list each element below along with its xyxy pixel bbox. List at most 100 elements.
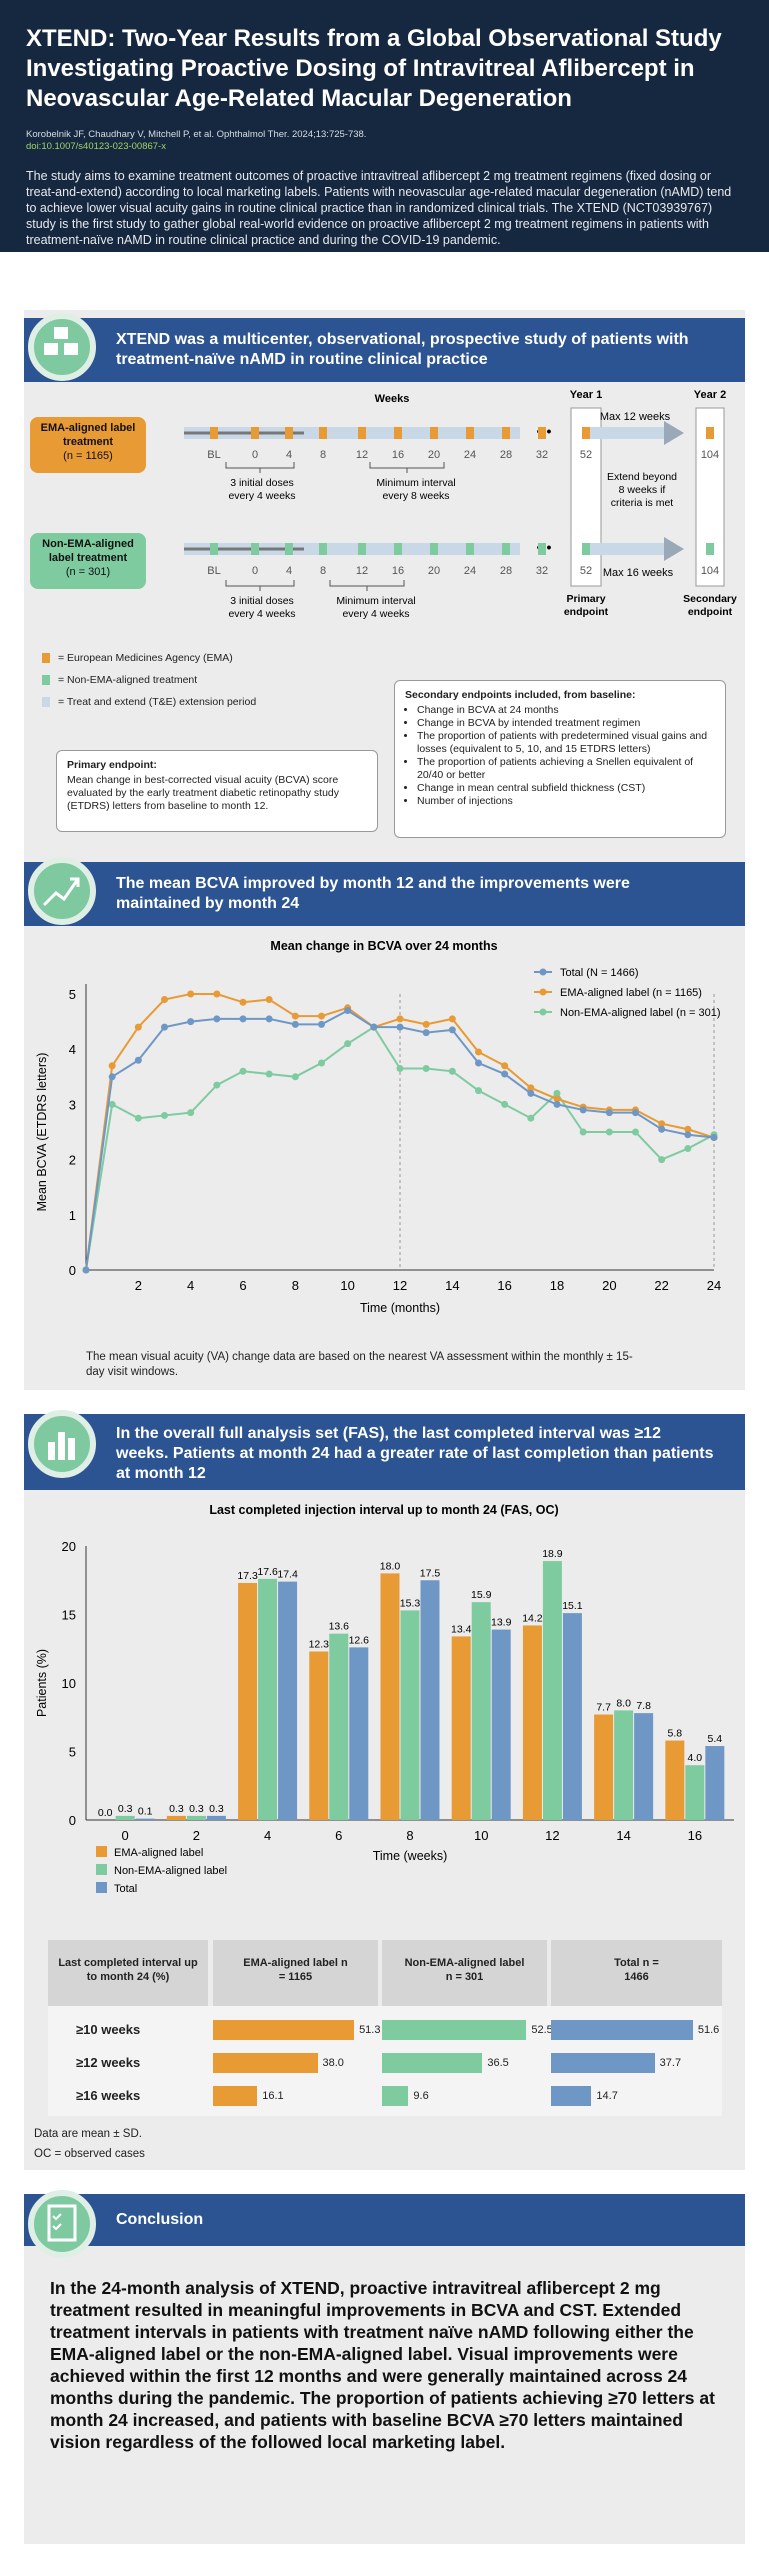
data-point [658,1156,666,1164]
header: XTEND: Two-Year Results from a Global Ob… [0,0,769,252]
data-point [422,1020,430,1028]
bar [491,1629,511,1820]
data-point [291,1073,299,1081]
x-tick-label: 8 [406,1828,413,1843]
timeline-tick-label: 32 [536,565,548,577]
legend-swatch [96,1864,107,1875]
bar-value-label: 13.9 [491,1617,512,1629]
data-point [553,1089,561,1097]
dose-marker [394,427,402,439]
data-point [422,1065,430,1073]
data-point [213,1081,221,1089]
x-tick-label: 4 [264,1828,271,1843]
bar-value-label: 0.3 [169,1803,184,1815]
bar-value-label: 17.5 [420,1567,441,1579]
trend-chart-icon-glyph [42,877,80,907]
dose-marker [285,427,293,439]
nonema-min-text-1: Minimum interval [336,595,415,607]
bar [705,1746,725,1820]
data-point [161,996,168,1004]
data-point [527,1089,535,1097]
primary-endpoint-title: Primary endpoint: [67,759,157,771]
bar [420,1580,440,1820]
data-point [501,1100,509,1108]
bar [594,1714,614,1820]
bar-chart-title: Last completed injection interval up to … [209,1503,558,1517]
trend-chart-icon [28,857,96,925]
data-point [161,1023,168,1031]
table-bar [551,2020,693,2040]
nonema-initial-text-1: 3 initial doses [230,595,294,607]
data-point [684,1145,692,1153]
conclusion-banner: Conclusion [24,2194,745,2246]
max12-label: Max 12 weeks [600,411,671,423]
timeline-tick-label: 0 [252,449,258,461]
nonema-label-badge: Non-EMA-aligned label treatment (n = 301… [30,533,146,589]
data-point [134,1056,142,1064]
dose-marker-week104 [706,427,714,439]
bar-value-label: 17.6 [257,1566,278,1578]
timeline-tick-label: BL [207,449,220,461]
legend-ema: = European Medicines Agency (EMA) [42,650,342,672]
primary-endpoint-text: Mean change in best-corrected visual acu… [67,774,339,812]
bar [135,1818,155,1820]
timeline-tick-label: 12 [356,565,368,577]
x-tick-label: 4 [187,1278,194,1293]
bar [451,1636,471,1820]
y-tick-label: 0 [69,1263,76,1278]
timeline-tick-label: 24 [464,449,476,461]
dose-marker [502,427,510,439]
interval-banner: In the overall full analysis set (FAS), … [24,1414,745,1490]
ema-week104: 104 [701,449,719,461]
dose-marker-week52 [582,543,590,555]
bar-value-label: 15.1 [562,1600,583,1612]
citation: Korobelnik JF, Chaudhary V, Mitchell P, … [26,129,367,140]
data-point [396,1023,404,1031]
ema-initial-text-2: every 4 weeks [228,490,295,502]
timeline-tick-label: 4 [286,449,292,461]
x-tick-label: 0 [122,1828,129,1843]
ema-n-text: (n = 1165) [63,450,113,462]
table-bar [213,2086,258,2106]
x-tick-label: 22 [654,1278,668,1293]
x-axis-label: Time (months) [360,1301,440,1315]
bar [685,1765,705,1820]
bar [634,1713,654,1820]
year1-label: Year 1 [570,390,602,401]
bar-value-label: 0.3 [209,1803,224,1815]
page-title: XTEND: Two-Year Results from a Global Ob… [26,25,722,112]
data-point [213,990,221,998]
bcva-banner: The mean BCVA improved by month 12 and t… [24,862,745,926]
table-header-2: Non-EMA-aligned label n = 301 [382,1940,547,2006]
bar [206,1815,226,1820]
data-point [82,1266,90,1274]
data-point [265,1015,273,1023]
x-tick-label: 24 [707,1278,721,1293]
doi-link[interactable]: doi:10.1007/s40123-023-00867-x [26,141,166,152]
table-bar-value: 51.6 [697,2024,720,2036]
y-tick-label: 15 [62,1608,76,1623]
timeline-tick-label: 20 [428,565,440,577]
legend-marker [539,988,547,996]
data-point [475,1048,482,1056]
year2-label: Year 2 [694,390,726,401]
dose-marker [538,427,546,439]
x-tick-label: 8 [292,1278,299,1293]
x-tick-label: 14 [616,1828,630,1843]
legend-ema-text: = European Medicines Agency (EMA) [58,652,233,664]
dose-marker [251,427,259,439]
data-point [108,1100,116,1108]
y-tick-label: 10 [62,1676,76,1691]
ema-initial-text-1: 3 initial doses [230,477,294,489]
data-point [658,1120,666,1128]
bar [665,1740,685,1820]
checklist-icon [28,2190,96,2258]
legend-te-swatch [42,697,50,707]
table-bar-value: 9.6 [413,2090,429,2102]
ema-week52: 52 [580,449,592,461]
bar [329,1633,349,1820]
data-point [396,1015,404,1023]
dose-marker [538,543,546,555]
dose-marker [466,427,474,439]
bar-value-label: 5.8 [668,1728,683,1740]
